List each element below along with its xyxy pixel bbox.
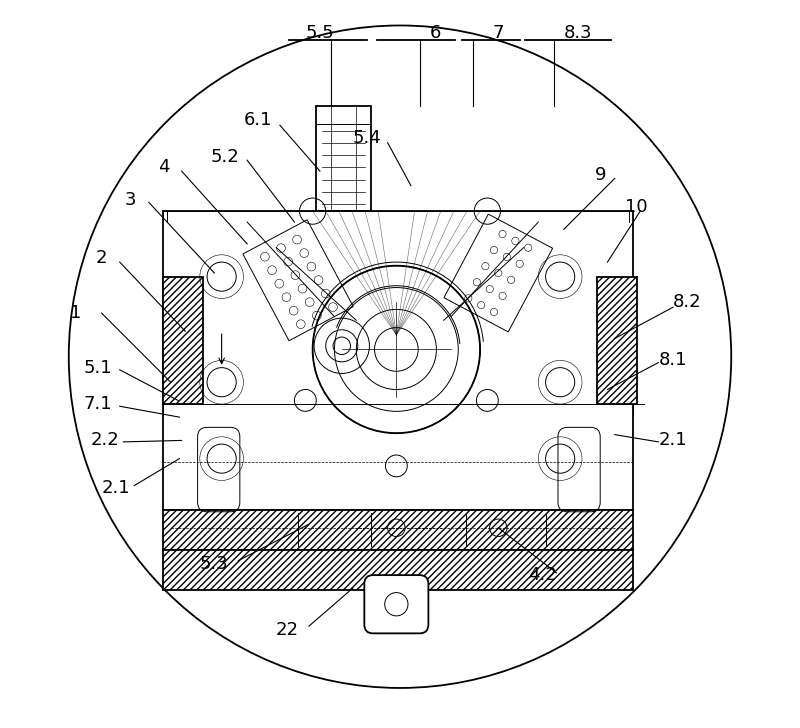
Text: 1: 1: [70, 304, 82, 322]
Text: 2.2: 2.2: [90, 432, 119, 449]
Bar: [597, 277, 637, 404]
Bar: [163, 510, 633, 550]
Text: 4: 4: [158, 159, 169, 176]
Text: 5.5: 5.5: [306, 24, 334, 41]
Text: 8.3: 8.3: [564, 24, 593, 41]
Text: 5.2: 5.2: [211, 148, 240, 165]
Bar: [163, 277, 203, 404]
Text: 5.3: 5.3: [200, 555, 229, 573]
Text: 3: 3: [125, 191, 136, 209]
Text: 5.1: 5.1: [83, 359, 112, 376]
Text: 8.2: 8.2: [674, 293, 702, 311]
Text: 9: 9: [594, 166, 606, 183]
Text: 7.1: 7.1: [83, 395, 112, 413]
FancyBboxPatch shape: [364, 575, 428, 633]
Bar: [163, 550, 633, 590]
Text: 6.1: 6.1: [244, 111, 272, 129]
Text: 2.1: 2.1: [658, 432, 687, 449]
Text: 8.1: 8.1: [658, 352, 687, 369]
Text: 6: 6: [430, 24, 441, 41]
Polygon shape: [444, 214, 553, 332]
Bar: [316, 106, 371, 211]
Polygon shape: [243, 220, 354, 341]
Text: 5.4: 5.4: [353, 130, 382, 147]
Text: 22: 22: [276, 621, 298, 638]
Text: 2: 2: [96, 250, 107, 267]
Text: 2.1: 2.1: [102, 479, 130, 496]
Text: 10: 10: [626, 199, 648, 216]
Bar: [163, 211, 633, 510]
Text: 4.2: 4.2: [527, 566, 556, 584]
Text: 7: 7: [493, 24, 504, 41]
